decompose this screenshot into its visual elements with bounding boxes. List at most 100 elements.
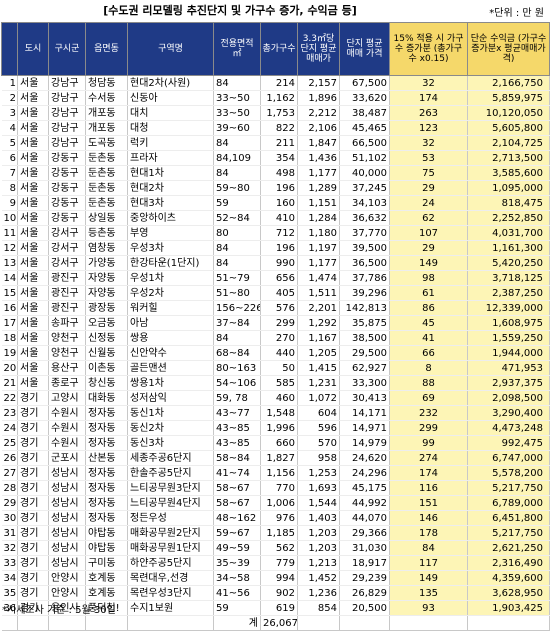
district-cell: 강서구 xyxy=(48,255,86,271)
city-cell: 서울 xyxy=(17,210,49,226)
profit-cell: 2,104,725 xyxy=(467,135,550,151)
unit-label: *단위 : 만 원 xyxy=(489,8,544,19)
avg-price-cell: 31,030 xyxy=(339,540,390,556)
price-per-pyeong-cell: 2,212 xyxy=(297,105,340,121)
row-index: 34 xyxy=(1,570,18,586)
city-cell: 서울 xyxy=(17,285,49,301)
complex-cell: 신동아 xyxy=(127,90,214,106)
increase-cell: 84 xyxy=(389,540,468,556)
price-per-pyeong-cell: 2,157 xyxy=(297,75,340,91)
complex-cell: 동신1차 xyxy=(127,405,214,421)
area-cell: 84 xyxy=(213,330,261,346)
city-cell: 서울 xyxy=(17,120,49,136)
households-cell: 214 xyxy=(260,75,298,91)
profit-cell: 5,217,750 xyxy=(467,525,550,541)
profit-cell: 5,859,975 xyxy=(467,90,550,106)
area-cell: 43~85 xyxy=(213,435,261,451)
city-cell: 서울 xyxy=(17,150,49,166)
table-body: 1 서울 강남구 청담동 현대2차(사원) 84 214 2,157 67,500 32 2,166… xyxy=(1,75,550,631)
complex-cell: 현대2차 xyxy=(127,180,214,196)
district-cell: 강동구 xyxy=(48,195,86,211)
complex-cell: 우성3차 xyxy=(127,240,214,256)
city-cell: 서울 xyxy=(17,345,49,361)
increase-cell: 135 xyxy=(389,585,468,601)
row-index: 10 xyxy=(1,210,18,226)
city-cell: 경기 xyxy=(17,495,49,511)
complex-cell: 수지1보원 xyxy=(127,600,214,616)
district-cell: 강남구 xyxy=(48,120,86,136)
households-cell: 354 xyxy=(260,150,298,166)
district-cell: 용인시 xyxy=(48,600,86,616)
district-cell: 강남구 xyxy=(48,135,86,151)
profit-cell: 1,944,000 xyxy=(467,345,550,361)
row-index: 7 xyxy=(1,165,18,181)
complex-cell: 골든맨션 xyxy=(127,360,214,376)
district-cell: 수원시 xyxy=(48,420,86,436)
header-households: 총가구수 xyxy=(260,22,298,76)
table-row: 28 경기 성남시 정자동 느티공무원3단지 58~67 770 1,693 45,175 116… xyxy=(1,480,550,496)
dong-cell: 광장동 xyxy=(85,300,128,316)
complex-cell: 목련대우,선경 xyxy=(127,570,214,586)
increase-cell: 86 xyxy=(389,300,468,316)
increase-cell: 75 xyxy=(389,165,468,181)
row-index: 18 xyxy=(1,330,18,346)
empty-cell xyxy=(1,615,18,631)
complex-cell: 부영 xyxy=(127,225,214,241)
increase-cell: 45 xyxy=(389,315,468,331)
area-cell: 84 xyxy=(213,75,261,91)
complex-cell: 현대1차 xyxy=(127,165,214,181)
table-row: 11 서울 강서구 등촌동 부영 80 712 1,180 37,770 107 4,031,700 xyxy=(1,225,550,241)
increase-cell: 69 xyxy=(389,390,468,406)
empty-cell xyxy=(17,615,49,631)
dong-cell: 둔촌동 xyxy=(85,195,128,211)
empty-cell xyxy=(389,615,468,631)
area-cell: 39~60 xyxy=(213,120,261,136)
avg-price-cell: 38,500 xyxy=(339,330,390,346)
table-row: 6 서울 강동구 둔촌동 프라자 84,109 354 1,436 51,102 53 2,713,… xyxy=(1,150,550,166)
increase-cell: 88 xyxy=(389,375,468,391)
city-cell: 서울 xyxy=(17,180,49,196)
header-district: 구시군 xyxy=(48,22,86,76)
row-index: 16 xyxy=(1,300,18,316)
district-cell: 광진구 xyxy=(48,300,86,316)
avg-price-cell: 29,239 xyxy=(339,570,390,586)
complex-cell: 아남 xyxy=(127,315,214,331)
table-row: 24 경기 수원시 정자동 동신2차 43~85 1,996 596 14,971 299 4,47… xyxy=(1,420,550,436)
complex-cell: 대청 xyxy=(127,120,214,136)
increase-cell: 98 xyxy=(389,270,468,286)
district-cell: 성남시 xyxy=(48,510,86,526)
area-cell: 54~106 xyxy=(213,375,261,391)
district-cell: 강서구 xyxy=(48,225,86,241)
city-cell: 경기 xyxy=(17,600,49,616)
city-cell: 경기 xyxy=(17,465,49,481)
city-cell: 서울 xyxy=(17,330,49,346)
avg-price-cell: 29,500 xyxy=(339,345,390,361)
households-cell: 160 xyxy=(260,195,298,211)
district-cell: 강남구 xyxy=(48,105,86,121)
households-cell: 440 xyxy=(260,345,298,361)
area-cell: 52~84 xyxy=(213,210,261,226)
row-index: 5 xyxy=(1,135,18,151)
header-profit: 단순 수익금 (가구수증가분x 평균매매가격) xyxy=(467,22,550,76)
increase-cell: 8 xyxy=(389,360,468,376)
increase-cell: 41 xyxy=(389,330,468,346)
profit-cell: 3,585,600 xyxy=(467,165,550,181)
row-index: 19 xyxy=(1,345,18,361)
increase-cell: 123 xyxy=(389,120,468,136)
city-cell: 서울 xyxy=(17,375,49,391)
header-dong: 읍면동 xyxy=(85,22,128,76)
empty-cell xyxy=(297,615,340,631)
complex-cell: 매화공무원2단지 xyxy=(127,525,214,541)
table-row: 10 서울 강동구 상일동 중앙하이츠 52~84 410 1,284 36,632 62 2,25… xyxy=(1,210,550,226)
complex-cell: 쌍용1차 xyxy=(127,375,214,391)
row-index: 21 xyxy=(1,375,18,391)
table-row: 5 서울 강남구 도곡동 럭키 84 211 1,847 66,500 32 2,104,725 xyxy=(1,135,550,151)
row-index: 11 xyxy=(1,225,18,241)
city-cell: 서울 xyxy=(17,225,49,241)
area-cell: 59, 78 xyxy=(213,390,261,406)
increase-cell: 146 xyxy=(389,510,468,526)
city-cell: 서울 xyxy=(17,195,49,211)
dong-cell: 자양동 xyxy=(85,270,128,286)
increase-cell: 149 xyxy=(389,570,468,586)
area-cell: 80~163 xyxy=(213,360,261,376)
